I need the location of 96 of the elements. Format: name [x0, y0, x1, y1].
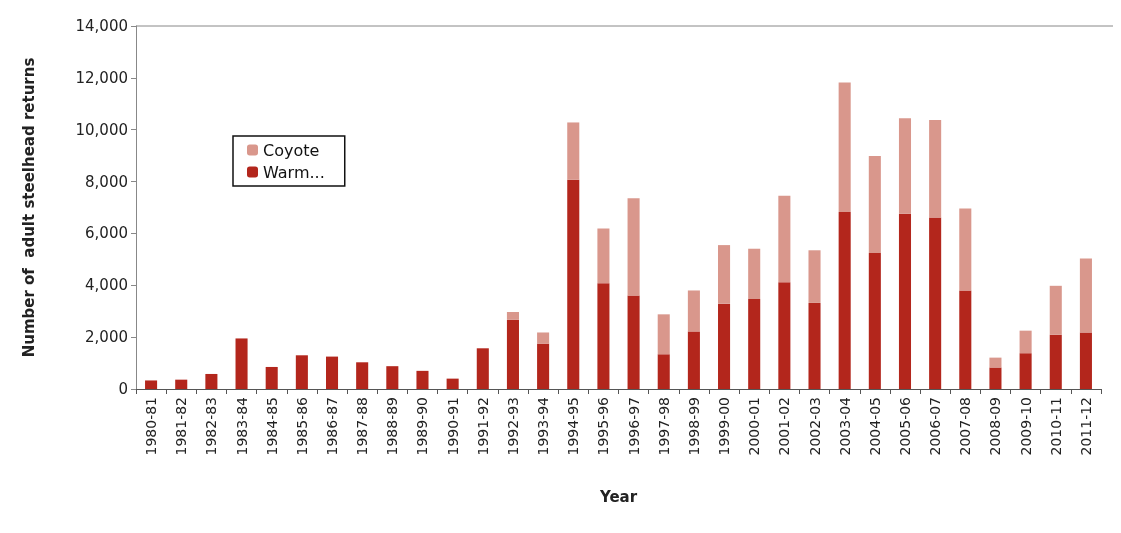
bar [959, 208, 972, 291]
y-axis-title: Number of adult steelhead returns [19, 57, 38, 358]
x-tick-label: 1993-94 [535, 396, 552, 456]
x-tick-label: 1992-93 [504, 397, 521, 456]
x-tick-label: 2005-06 [896, 396, 913, 456]
x-tick-label: 1983-84 [233, 396, 250, 456]
bar [1049, 334, 1062, 389]
bar [265, 366, 278, 389]
x-tick-label: 2009-10 [1017, 397, 1034, 456]
bar [1079, 258, 1092, 333]
bar [898, 213, 912, 389]
bar [718, 303, 731, 389]
bar [657, 354, 670, 389]
bar [386, 366, 399, 389]
x-tick-label: 2004-05 [866, 397, 883, 456]
bar [838, 82, 851, 212]
x-tick-label: 1988-89 [384, 397, 401, 456]
bar [929, 217, 942, 389]
bar [838, 211, 851, 389]
x-tick-label: 1982-83 [203, 397, 220, 456]
x-tick-label: 1986-87 [324, 397, 341, 456]
y-tick-label: 12,000 [75, 68, 128, 87]
x-axis-title: Year [598, 487, 638, 506]
x-tick-label: 1989-90 [414, 397, 431, 456]
x-tick-label: 1990-91 [444, 397, 461, 456]
legend-label: Warm... [263, 162, 325, 182]
y-tick-label: 10,000 [75, 120, 128, 139]
bar [1049, 285, 1062, 335]
bar [597, 228, 610, 284]
bar [1019, 353, 1032, 389]
y-tick-label: 4,000 [85, 276, 128, 295]
bar [325, 356, 339, 389]
bar [537, 332, 550, 344]
bar [868, 155, 881, 253]
x-tick-label: 2010-11 [1047, 397, 1064, 456]
x-tick-label: 2008-09 [987, 397, 1004, 456]
bar [718, 245, 731, 304]
bar [808, 250, 821, 303]
x-tick-label: 2006-07 [927, 397, 944, 456]
bar [446, 378, 459, 389]
x-tick-label: 1980-81 [143, 397, 160, 456]
bar [959, 290, 972, 389]
x-tick-label: 1991-92 [474, 397, 491, 456]
bar [1019, 330, 1032, 354]
bar [356, 362, 369, 389]
bar [506, 319, 519, 389]
bar [687, 290, 700, 332]
bar [627, 198, 640, 296]
bar [989, 357, 1002, 368]
bar [145, 380, 158, 389]
legend-label: Coyote [263, 140, 320, 160]
bar [657, 314, 670, 355]
bar [778, 195, 791, 283]
bar [929, 120, 942, 218]
x-tick-label: 2011-12 [1077, 397, 1094, 456]
bar [567, 179, 580, 389]
y-tick-label: 8,000 [85, 172, 128, 191]
x-tick-label: 1987-88 [354, 397, 371, 456]
x-tick-label: 1995-96 [595, 396, 612, 456]
bar [476, 348, 489, 389]
bar [778, 282, 791, 389]
bar [235, 338, 248, 389]
bar [1079, 332, 1092, 389]
x-tick-label: 2000-01 [746, 397, 763, 456]
y-tick-label: 14,000 [75, 17, 128, 35]
bar [989, 367, 1002, 389]
bar [808, 302, 821, 389]
x-tick-label: 1999-00 [716, 397, 733, 456]
bar [416, 370, 429, 389]
x-tick-label: 2003-04 [836, 396, 853, 456]
bar [748, 299, 761, 389]
bar [898, 118, 912, 214]
bar [205, 373, 218, 389]
bar [597, 283, 610, 389]
x-tick-label: 1998-99 [685, 397, 702, 456]
x-tick-label: 1997-98 [655, 397, 672, 456]
x-tick-label: 2002-03 [806, 397, 823, 456]
x-tick-label: 2001-02 [776, 397, 793, 456]
y-tick-label: 6,000 [85, 224, 128, 243]
bar [748, 248, 761, 300]
bar [175, 379, 188, 389]
y-tick-label: 0 [118, 380, 128, 398]
bar [567, 122, 580, 180]
bar [627, 295, 640, 389]
bar [868, 252, 881, 389]
bar [537, 343, 550, 389]
x-tick-label: 2007-08 [957, 397, 974, 456]
y-tick-label: 2,000 [85, 328, 128, 347]
x-tick-label: 1985-86 [293, 396, 310, 456]
x-tick-label: 1996-97 [625, 397, 642, 456]
bar [687, 331, 700, 389]
bar [295, 355, 308, 389]
x-tick-label: 1994-95 [565, 397, 582, 456]
bar [506, 311, 519, 320]
x-tick-label: 1984-85 [263, 397, 280, 456]
x-tick-label: 1981-82 [173, 397, 190, 456]
